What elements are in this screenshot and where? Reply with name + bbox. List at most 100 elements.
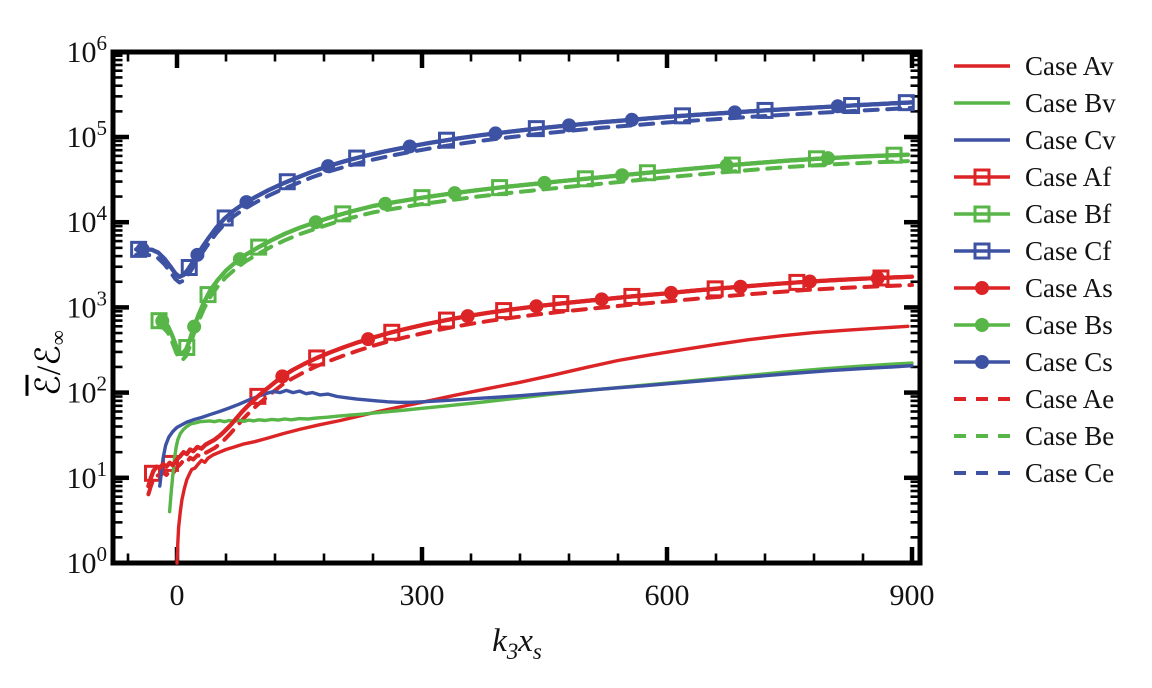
legend-label-Cv: Case Cv: [1025, 124, 1116, 155]
marker-square-Af: [249, 387, 267, 405]
y-axis-label-numerator: ℰ: [25, 375, 68, 396]
legend-label-Bf: Case Bf: [1025, 198, 1112, 229]
axes-frame: [110, 49, 923, 566]
marker-circle-Bs: [308, 215, 323, 230]
marker-circle-Cs: [830, 99, 845, 114]
legend-group: Case Ae Case Be Case Ce: [953, 383, 1151, 488]
marker-circle-Cs: [562, 118, 577, 133]
legend-label-Bs: Case Bs: [1025, 309, 1113, 340]
y-tick-labels: 100 101 102 103 104 105 106: [67, 31, 108, 580]
marker-square-Af: [143, 464, 161, 482]
y-tick-label: 100: [67, 542, 108, 580]
legend-label-Be: Case Be: [1025, 420, 1115, 451]
legend-group: Case As Case Bs Case Cs: [953, 272, 1151, 375]
legend-item-As: Case As: [953, 272, 1151, 303]
y-tick-label: 103: [67, 286, 108, 324]
marker-circle-As: [594, 292, 609, 307]
y-tick-label: 102: [67, 372, 108, 410]
marker-circle-As: [529, 299, 544, 314]
legend-label-Bv: Case Bv: [1025, 87, 1116, 118]
y-tick-label: 104: [67, 201, 108, 239]
marker-circle-Cs: [624, 112, 639, 127]
marker-circle-Cs: [727, 105, 742, 120]
marker-square-Cf: [216, 209, 234, 227]
curve-line-Cv: [158, 364, 914, 488]
legend-label-Av: Case Av: [1025, 50, 1114, 81]
legend-label-Ae: Case Ae: [1025, 383, 1115, 414]
legend-swatch-Ce: [954, 471, 1010, 475]
curve-line-Cs: [134, 100, 915, 279]
legend-item-Cv: Case Cv: [953, 124, 1151, 155]
legend-swatch-As: [954, 281, 1010, 295]
legend-swatch-Af: [954, 168, 1010, 186]
curve-line-Ae: [146, 283, 914, 497]
legend-swatch-Cv: [954, 138, 1010, 142]
curve-line-Bs: [156, 152, 910, 356]
marker-circle-Bs: [378, 196, 393, 211]
legend-item-Cf: Case Cf: [953, 237, 1151, 264]
legend-item-Bf: Case Bf: [953, 198, 1151, 229]
marker-circle-As: [802, 274, 817, 289]
y-axis-label-slash: /: [30, 365, 68, 376]
marker-circle-As: [275, 369, 290, 384]
legend-swatch-Cf: [954, 242, 1010, 260]
y-axis-label: ℰ/ℰ∞: [25, 330, 70, 396]
x-tick-labels: 0 300 600 900: [170, 579, 935, 612]
marker-circle-Bs: [719, 158, 734, 173]
legend-item-Be: Case Be: [953, 420, 1151, 451]
legend-swatch-Be: [954, 434, 1010, 438]
marker-circle-Cs: [402, 139, 417, 154]
marker-circle-As: [361, 332, 376, 347]
marker-circle-Bs: [615, 168, 630, 183]
legend-label-As: Case As: [1025, 272, 1113, 303]
legend-swatch-Ae: [954, 397, 1010, 401]
y-axis-label-subscript: ∞: [45, 330, 70, 346]
marker-circle-Bs: [187, 319, 202, 334]
curve-line-Av: [175, 324, 910, 565]
legend-item-Cs: Case Cs: [953, 348, 1151, 375]
marker-square-Cf: [278, 173, 296, 191]
curve-Cs: [134, 99, 915, 279]
marker-circle-Bs: [820, 151, 835, 166]
legend-swatch-Av: [954, 64, 1010, 68]
legend-group: Case Af Case Bf Case Cf: [953, 163, 1151, 264]
marker-circle-As: [733, 279, 748, 294]
x-tick-label: 600: [645, 579, 690, 612]
marker-square-Bf: [178, 338, 196, 356]
x-axis-label: k3xs: [492, 623, 542, 664]
legend-label-Ce: Case Ce: [1025, 457, 1115, 488]
marker-circle-As: [664, 285, 679, 300]
y-axis-label-denominator: ℰ: [30, 345, 68, 366]
curve-Af: [143, 269, 915, 489]
legend-swatch-Bf: [954, 205, 1010, 223]
legend-item-Bs: Case Bs: [953, 309, 1151, 340]
y-tick-label: 105: [67, 116, 108, 154]
marker-circle-Cs: [190, 247, 205, 262]
legend-item-Ce: Case Ce: [953, 457, 1151, 488]
marker-square-Bf: [199, 286, 217, 304]
legend-swatch-Cs: [954, 355, 1010, 369]
legend-swatch-Bv: [954, 101, 1010, 105]
legend: Case Av Case Bv Case Cv Case Af Case Bf Case …: [953, 50, 1151, 498]
curve-Av: [175, 324, 910, 565]
marker-circle-Bs: [232, 252, 247, 267]
legend-swatch-Bs: [954, 318, 1010, 332]
y-tick-label: 106: [67, 31, 108, 69]
marker-circle-Cs: [239, 195, 254, 210]
marker-circle-As: [870, 271, 885, 286]
legend-group: Case Av Case Bv Case Cv: [953, 50, 1151, 155]
legend-item-Af: Case Af: [953, 163, 1151, 190]
x-tick-label: 300: [400, 579, 445, 612]
curve-line-Be: [156, 159, 910, 362]
marker-circle-Cs: [321, 159, 336, 174]
curve-Cv: [158, 364, 914, 488]
legend-item-Ae: Case Ae: [953, 383, 1151, 414]
marker-square-Cf: [180, 258, 198, 276]
axis-ticks: [114, 49, 919, 566]
marker-circle-Bs: [537, 175, 552, 190]
legend-item-Av: Case Av: [953, 50, 1151, 81]
legend-item-Bv: Case Bv: [953, 87, 1151, 118]
x-tick-label: 0: [170, 579, 185, 612]
